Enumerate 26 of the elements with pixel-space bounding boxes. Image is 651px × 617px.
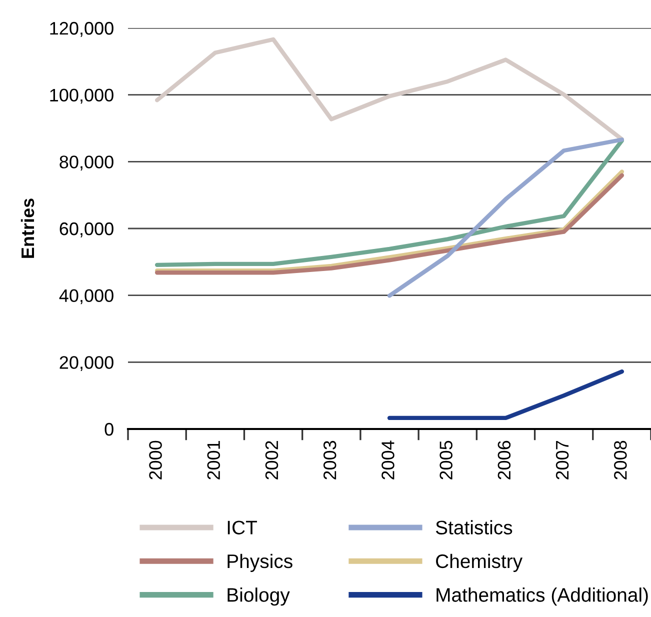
- x-tick-label: 2008: [614, 440, 627, 480]
- legend-label: Mathematics (Additional): [436, 588, 648, 606]
- y-tick-label: 100,000: [50, 88, 114, 104]
- legend-label: Physics: [228, 554, 292, 572]
- y-tick-label: 40,000: [59, 289, 114, 304]
- line-series: [154, 37, 624, 142]
- x-tick-label: 2007: [556, 441, 569, 480]
- y-tick-label: 0: [104, 422, 114, 436]
- y-tick-label: 120,000: [50, 22, 114, 37]
- legend-label: Chemistry: [436, 554, 523, 572]
- x-tick-label: 2002: [265, 441, 278, 480]
- x-tick-label: 2004: [382, 440, 394, 480]
- y-axis-title: Entries: [20, 198, 34, 258]
- x-tick-label: 2000: [149, 440, 162, 480]
- y-tick-label: 20,000: [60, 356, 114, 372]
- y-tick-label: 60,000: [60, 222, 114, 238]
- legend-label: Statistics: [436, 520, 512, 534]
- legend-label: ICT: [228, 520, 257, 534]
- legend-label: Biology: [228, 588, 290, 606]
- x-tick-label: 2005: [440, 440, 452, 480]
- x-tick-label: 2003: [323, 440, 336, 480]
- line-series: [387, 138, 624, 298]
- line-series: [154, 138, 624, 268]
- y-tick-label: 80,000: [60, 156, 114, 171]
- x-tick-label: 2001: [207, 440, 220, 480]
- x-tick-label: 2006: [498, 440, 511, 480]
